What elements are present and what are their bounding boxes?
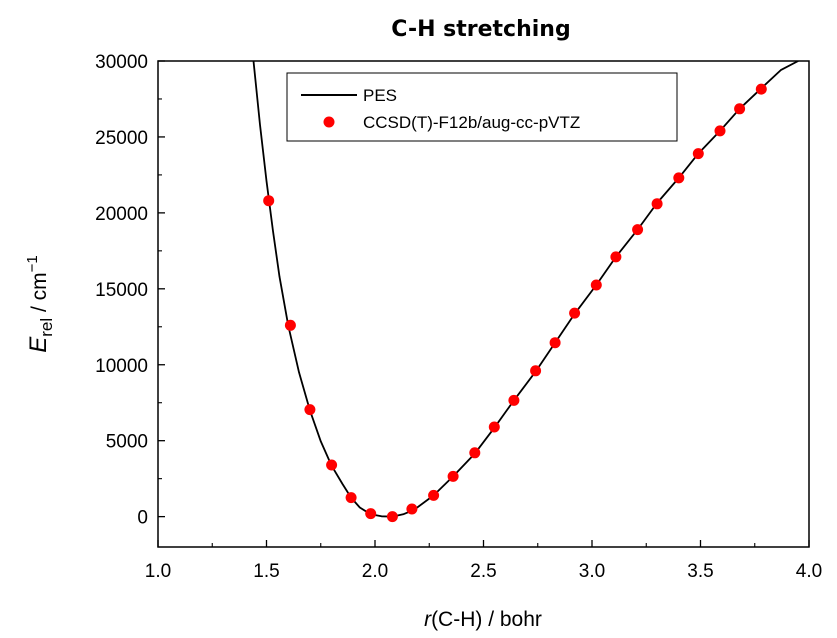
x-tick-label: 4.0 — [796, 561, 822, 582]
y-tick-label: 25000 — [95, 128, 148, 149]
y-tick-label: 20000 — [95, 204, 148, 225]
x-tick-label: 1.0 — [145, 561, 171, 582]
legend-ccsd-swatch — [323, 116, 335, 128]
legend-box — [286, 72, 678, 142]
x-tick-label: 2.5 — [470, 561, 496, 582]
x-axis: 1.0 1.5 2.0 2.5 3.0 3.5 4.0 — [145, 540, 822, 582]
y-tick-label: 15000 — [95, 280, 148, 301]
x-tick-label: 3.5 — [687, 561, 713, 582]
legend-ccsd-label: CCSD(T)-F12b/aug-cc-pVTZ — [363, 113, 580, 132]
ccsd-point — [651, 198, 663, 210]
y-axis: 0 5000 10000 15000 20000 25000 30000 — [95, 52, 165, 529]
ccsd-point — [610, 251, 622, 263]
y-tick-label: 5000 — [106, 432, 148, 453]
y-tick-label: 30000 — [95, 52, 148, 73]
ccsd-point — [569, 307, 581, 319]
x-axis-label-italic: r — [424, 608, 432, 631]
ccsd-point — [386, 511, 398, 523]
y-axis-label-sub: rel — [37, 318, 56, 337]
ccsd-point — [326, 459, 338, 471]
ccsd-point — [673, 172, 685, 184]
y-tick-label: 0 — [137, 508, 148, 529]
legend: PES CCSD(T)-F12b/aug-cc-pVTZ — [286, 72, 678, 142]
y-axis-label: Erel / cm−1 — [24, 255, 56, 353]
x-tick-label: 3.0 — [579, 561, 605, 582]
ccsd-point — [304, 404, 316, 416]
chart-title: C-H stretching — [391, 17, 570, 42]
ccsd-point — [345, 492, 357, 504]
x-axis-label-rest: (C-H) / bohr — [431, 608, 542, 631]
ccsd-point — [469, 447, 481, 459]
ccsd-point — [488, 421, 500, 433]
ccsd-point — [530, 365, 542, 377]
y-axis-label-main: E — [25, 336, 52, 353]
ccsd-point — [734, 103, 746, 115]
ccsd-point — [692, 148, 704, 160]
y-axis-label-unit: / cm — [28, 272, 51, 318]
ccsd-point — [632, 224, 644, 236]
ccsd-point — [508, 394, 520, 406]
y-tick-label: 10000 — [95, 356, 148, 377]
series-layer — [252, 61, 799, 523]
ccsd-point — [447, 470, 459, 482]
x-tick-label: 1.5 — [253, 561, 279, 582]
ccsd-point — [549, 337, 561, 349]
legend-pes-label: PES — [363, 86, 397, 105]
x-tick-label: 2.0 — [362, 561, 388, 582]
ccsd-point — [714, 125, 726, 137]
ccsd-point — [365, 508, 377, 520]
ccsd-point — [406, 503, 418, 515]
x-axis-label: r(C-H) / bohr — [424, 608, 542, 631]
y-axis-label-sup: −1 — [24, 255, 41, 272]
ccsd-point — [263, 195, 275, 207]
ccsd-point — [284, 319, 296, 331]
ccsd-point — [755, 83, 767, 95]
ccsd-point — [590, 279, 602, 291]
ccsd-point — [428, 489, 440, 501]
